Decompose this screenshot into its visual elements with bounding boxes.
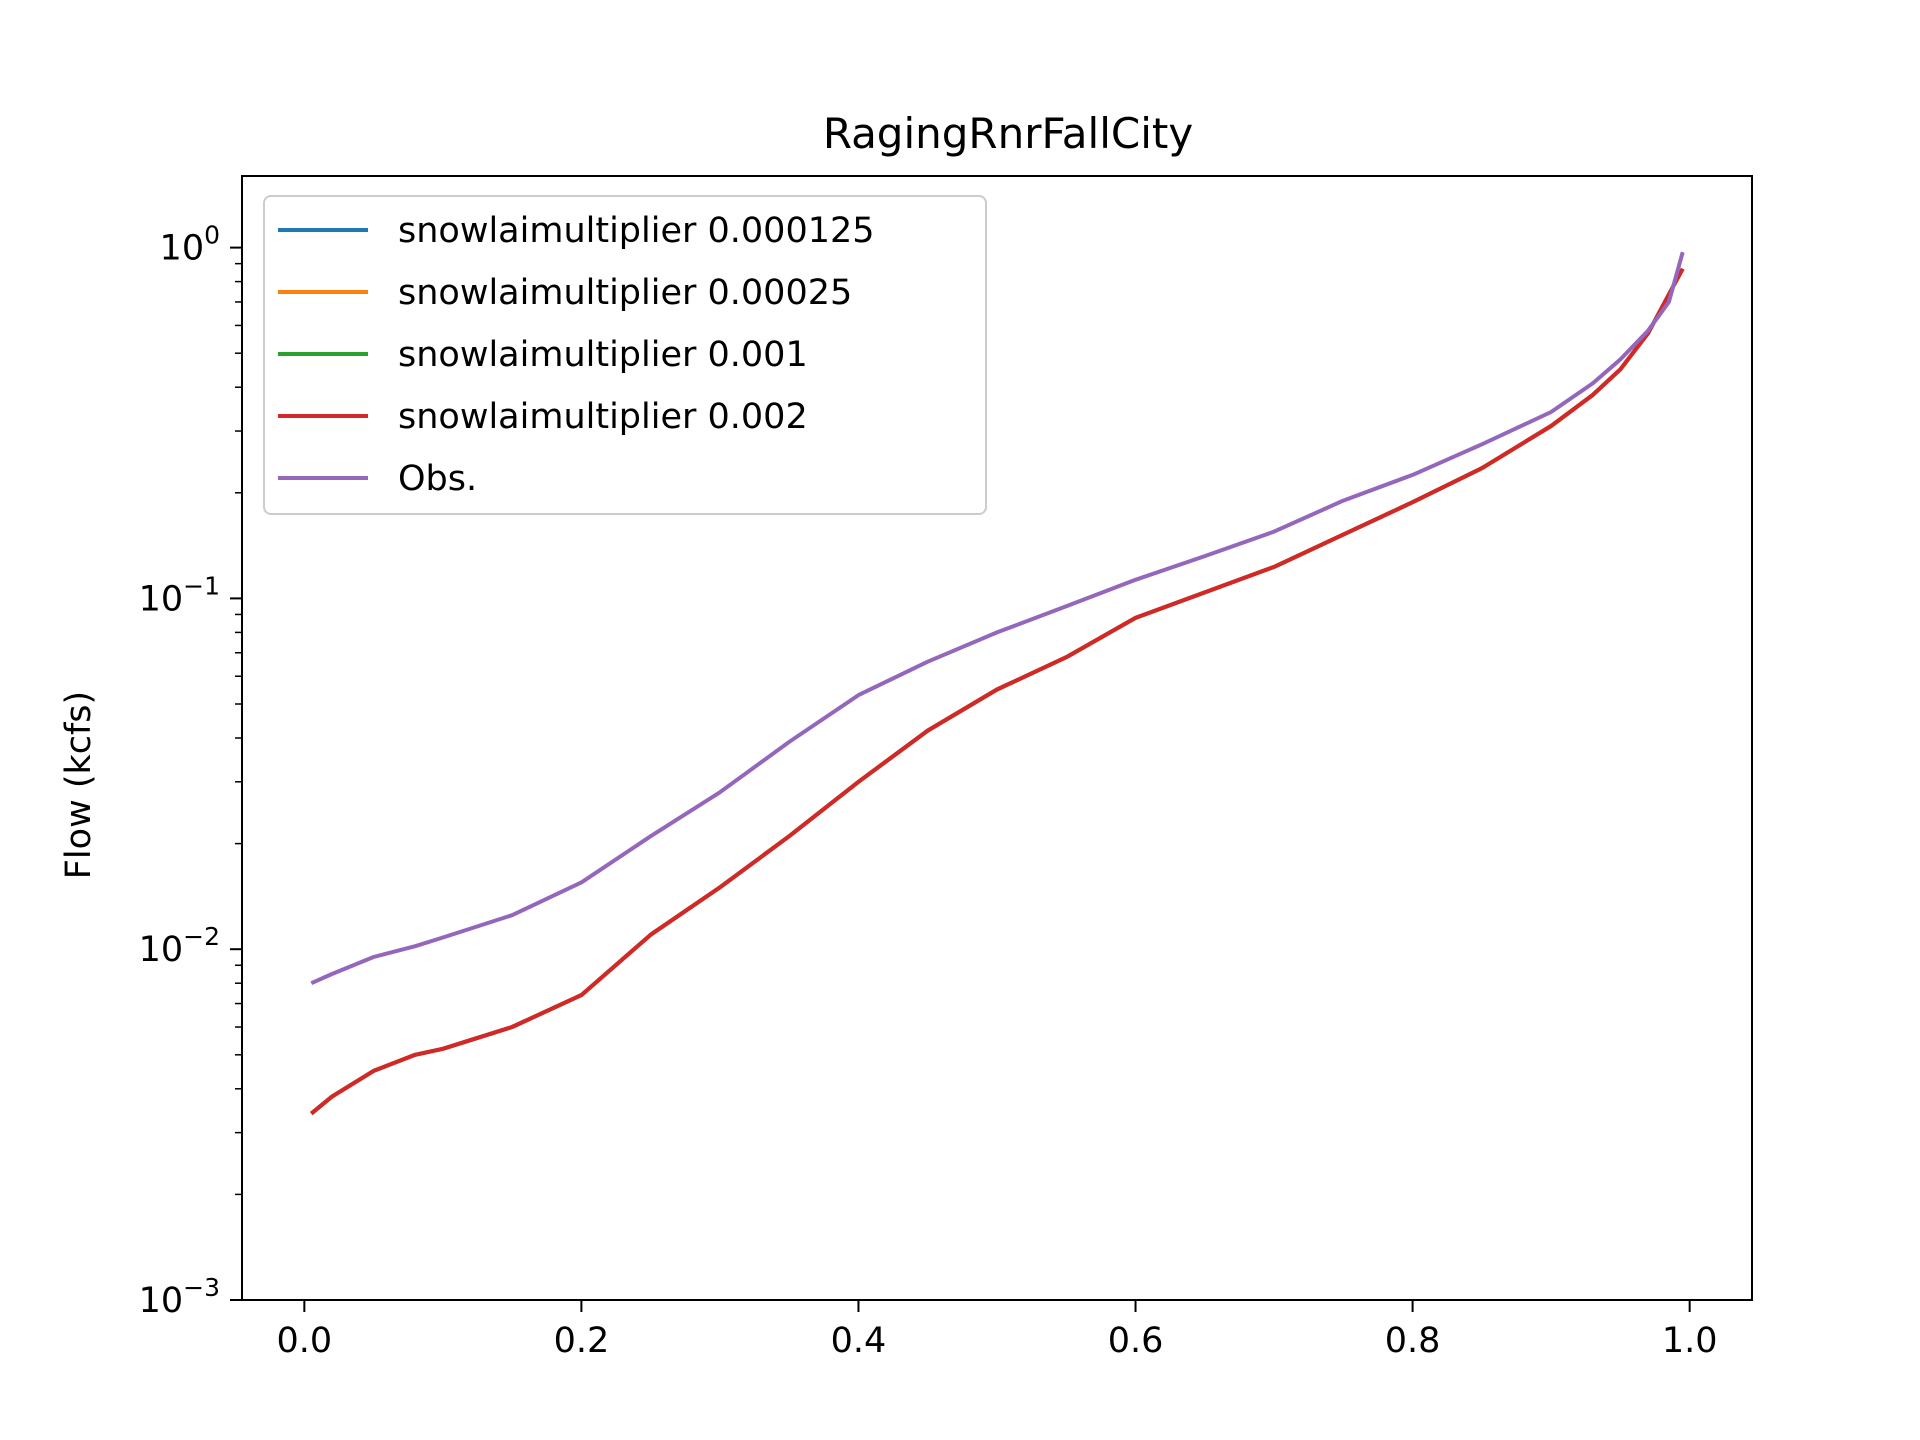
y-tick-label-exponent: 0 xyxy=(204,221,220,250)
series-layer xyxy=(310,251,1685,1116)
series-line-4 xyxy=(310,251,1685,986)
plot-frame xyxy=(241,175,1753,1301)
legend-items: snowlaimultiplier 0.000125 snowlaimultipl… xyxy=(278,211,875,499)
y-tick-label: 10−2 xyxy=(139,922,220,970)
x-tick-label: 0.4 xyxy=(831,1321,887,1361)
chart-title: RagingRnrFallCity xyxy=(823,109,1193,158)
x-tick-label: 1.0 xyxy=(1662,1321,1718,1361)
y-tick-label-exponent: −3 xyxy=(183,1273,220,1302)
legend-label-0: snowlaimultiplier 0.000125 xyxy=(398,211,875,251)
legend: snowlaimultiplier 0.000125 snowlaimultipl… xyxy=(263,195,987,515)
x-tick-label: 0.2 xyxy=(554,1321,610,1361)
x-tick-label: 0.6 xyxy=(1108,1321,1164,1361)
y-tick-label-exponent: −1 xyxy=(183,571,220,600)
y-tick-label: 10−1 xyxy=(139,571,220,619)
y-axis-label: Flow (kcfs) xyxy=(59,691,99,879)
legend-label-4: Obs. xyxy=(398,459,477,499)
legend-box xyxy=(263,195,987,515)
y-tick-label-base: 10 xyxy=(139,930,184,970)
x-tick-label: 0.0 xyxy=(277,1321,333,1361)
y-tick-label-base: 10 xyxy=(139,1281,184,1321)
y-tick-label-base: 10 xyxy=(160,229,205,269)
y-tick-label: 100 xyxy=(160,221,220,269)
x-tick-label: 0.8 xyxy=(1385,1321,1441,1361)
legend-label-3: snowlaimultiplier 0.002 xyxy=(398,397,808,437)
legend-label-1: snowlaimultiplier 0.00025 xyxy=(398,273,852,313)
y-tick-label: 10−3 xyxy=(139,1273,220,1321)
y-tick-label-base: 10 xyxy=(139,579,184,619)
y-tick-label-exponent: −2 xyxy=(183,922,220,951)
series-line-3 xyxy=(310,267,1685,1116)
legend-label-2: snowlaimultiplier 0.001 xyxy=(398,335,808,375)
